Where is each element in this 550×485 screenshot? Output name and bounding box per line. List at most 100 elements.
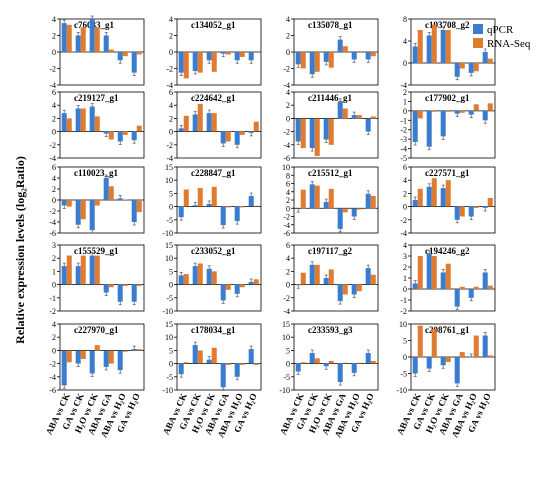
bar-RNA-Seq-5 <box>136 125 142 132</box>
bar-qPCR-3 <box>103 131 109 134</box>
legend-swatch-qpcr <box>473 24 483 34</box>
bar-qPCR-2 <box>89 106 95 132</box>
bar-qPCR-0 <box>412 46 418 63</box>
bar-qPCR-5 <box>131 131 137 141</box>
bar-RNA-Seq-3 <box>108 131 114 140</box>
y-tick-label: 4 <box>403 241 407 250</box>
bar-RNA-Seq-5 <box>253 52 259 53</box>
y-tick-label: 6 <box>169 88 173 97</box>
bar-qPCR-1 <box>426 110 432 147</box>
panel-c233052_g1: -10 -5 0 5 10 15 c233052_g1 <box>162 241 262 316</box>
bar-qPCR-3 <box>337 101 343 119</box>
bar-RNA-Seq-5 <box>136 284 142 286</box>
bar-RNA-Seq-5 <box>370 116 376 119</box>
panel-c178034_g1: -10 -5 0 5 10 15 c178034_g1 <box>162 320 262 395</box>
bar-RNA-Seq-4 <box>356 362 362 364</box>
y-tick-label: 15 <box>165 241 173 250</box>
bar-RNA-Seq-4 <box>122 284 128 286</box>
bar-RNA-Seq-5 <box>487 58 493 63</box>
bar-qPCR-4 <box>351 208 357 217</box>
y-tick-label: -4 <box>283 221 290 230</box>
bar-RNA-Seq-1 <box>80 255 86 285</box>
bar-qPCR-3 <box>103 178 109 200</box>
bar-RNA-Seq-3 <box>459 352 465 357</box>
y-tick-label: 1 <box>52 267 56 276</box>
bar-RNA-Seq-3 <box>459 110 465 113</box>
y-tick-label: -5 <box>283 373 290 382</box>
bar-qPCR-4 <box>468 289 474 298</box>
panel-c233593_g3: -10 -5 0 5 10 15 c233593_g3 <box>279 320 379 395</box>
y-tick-label: 10 <box>165 176 173 185</box>
bar-RNA-Seq-1 <box>431 110 437 112</box>
bar-qPCR-1 <box>192 266 198 285</box>
bar-qPCR-4 <box>234 363 240 377</box>
bar-RNA-Seq-0 <box>417 110 423 119</box>
y-tick-label: -3 <box>400 135 407 144</box>
y-tick-label: 2 <box>52 185 56 194</box>
panel-title: c227970_g1 <box>74 325 119 335</box>
bar-RNA-Seq-2 <box>94 200 100 206</box>
panel-frame <box>293 91 379 159</box>
panel-title: c211446_g1 <box>308 93 352 103</box>
bar-RNA-Seq-4 <box>473 286 479 289</box>
bar-qPCR-5 <box>365 268 371 285</box>
panel-title: c178034_g1 <box>191 325 236 335</box>
y-tick-label: 2 <box>286 32 290 41</box>
bar-RNA-Seq-5 <box>370 274 376 285</box>
bar-qPCR-3 <box>337 39 343 52</box>
y-tick-label: 0 <box>169 360 173 369</box>
bar-RNA-Seq-5 <box>253 279 259 285</box>
bar-qPCR-5 <box>131 349 137 351</box>
bar-RNA-Seq-0 <box>183 115 189 132</box>
bar-qPCR-2 <box>323 278 329 285</box>
bar-RNA-Seq-0 <box>417 256 423 289</box>
bar-RNA-Seq-1 <box>80 27 86 52</box>
bar-RNA-Seq-4 <box>239 284 245 288</box>
bar-qPCR-0 <box>295 208 301 210</box>
bar-RNA-Seq-0 <box>417 325 423 357</box>
bar-RNA-Seq-1 <box>431 24 437 63</box>
y-tick-label: 0 <box>52 281 56 290</box>
y-tick-label: 0 <box>169 48 173 57</box>
bar-qPCR-5 <box>482 110 488 121</box>
panel-title: c197117_g2 <box>308 246 352 256</box>
bar-RNA-Seq-4 <box>356 52 362 53</box>
bar-qPCR-4 <box>234 284 240 294</box>
y-tick-label: 4 <box>403 176 407 185</box>
bar-RNA-Seq-4 <box>473 63 479 72</box>
bar-RNA-Seq-3 <box>225 52 231 55</box>
bar-qPCR-1 <box>192 52 198 71</box>
bar-RNA-Seq-2 <box>211 271 217 285</box>
y-tick-label: -10 <box>396 386 407 395</box>
bar-qPCR-5 <box>482 272 488 289</box>
y-tick-label: 10 <box>399 320 407 329</box>
bar-RNA-Seq-1 <box>80 108 86 132</box>
y-tick-label: 4 <box>403 37 407 46</box>
y-tick-label: -4 <box>166 81 173 90</box>
bar-qPCR-5 <box>482 52 488 63</box>
bar-RNA-Seq-4 <box>473 206 479 208</box>
y-tick-label: 10 <box>165 333 173 342</box>
bar-RNA-Seq-0 <box>183 274 189 285</box>
y-tick-label: 1 <box>403 97 407 106</box>
bar-qPCR-2 <box>206 268 212 285</box>
y-tick-label: 0 <box>169 281 173 290</box>
bar-RNA-Seq-1 <box>431 256 437 289</box>
bar-qPCR-1 <box>75 200 81 225</box>
panel-c197117_g2: -4 -2 0 2 4 6 c197117_g2 <box>283 241 379 316</box>
bar-qPCR-4 <box>468 357 474 358</box>
bar-RNA-Seq-3 <box>459 206 465 217</box>
bar-RNA-Seq-5 <box>370 52 376 57</box>
y-tick-label: 0 <box>286 114 290 123</box>
panel-title: c110023_g1 <box>74 168 118 178</box>
y-tick-label: -6 <box>49 229 56 238</box>
y-axis-label: Relative expression levels (log₂Ratio) <box>13 156 27 344</box>
panel-c211446_g1: -6 -4 -2 0 2 4 c211446_g1 <box>283 88 379 163</box>
panel-grid: -4-2024c76033_g1-4-2024c134052_g1-4-2024… <box>49 15 496 395</box>
bar-RNA-Seq-0 <box>417 30 423 63</box>
panel-c134052_g1: -4 -2 0 2 4 c134052_g1 <box>166 15 262 90</box>
y-tick-label: 4 <box>169 15 173 24</box>
bar-qPCR-4 <box>117 350 123 371</box>
y-tick-label: 4 <box>52 15 56 24</box>
